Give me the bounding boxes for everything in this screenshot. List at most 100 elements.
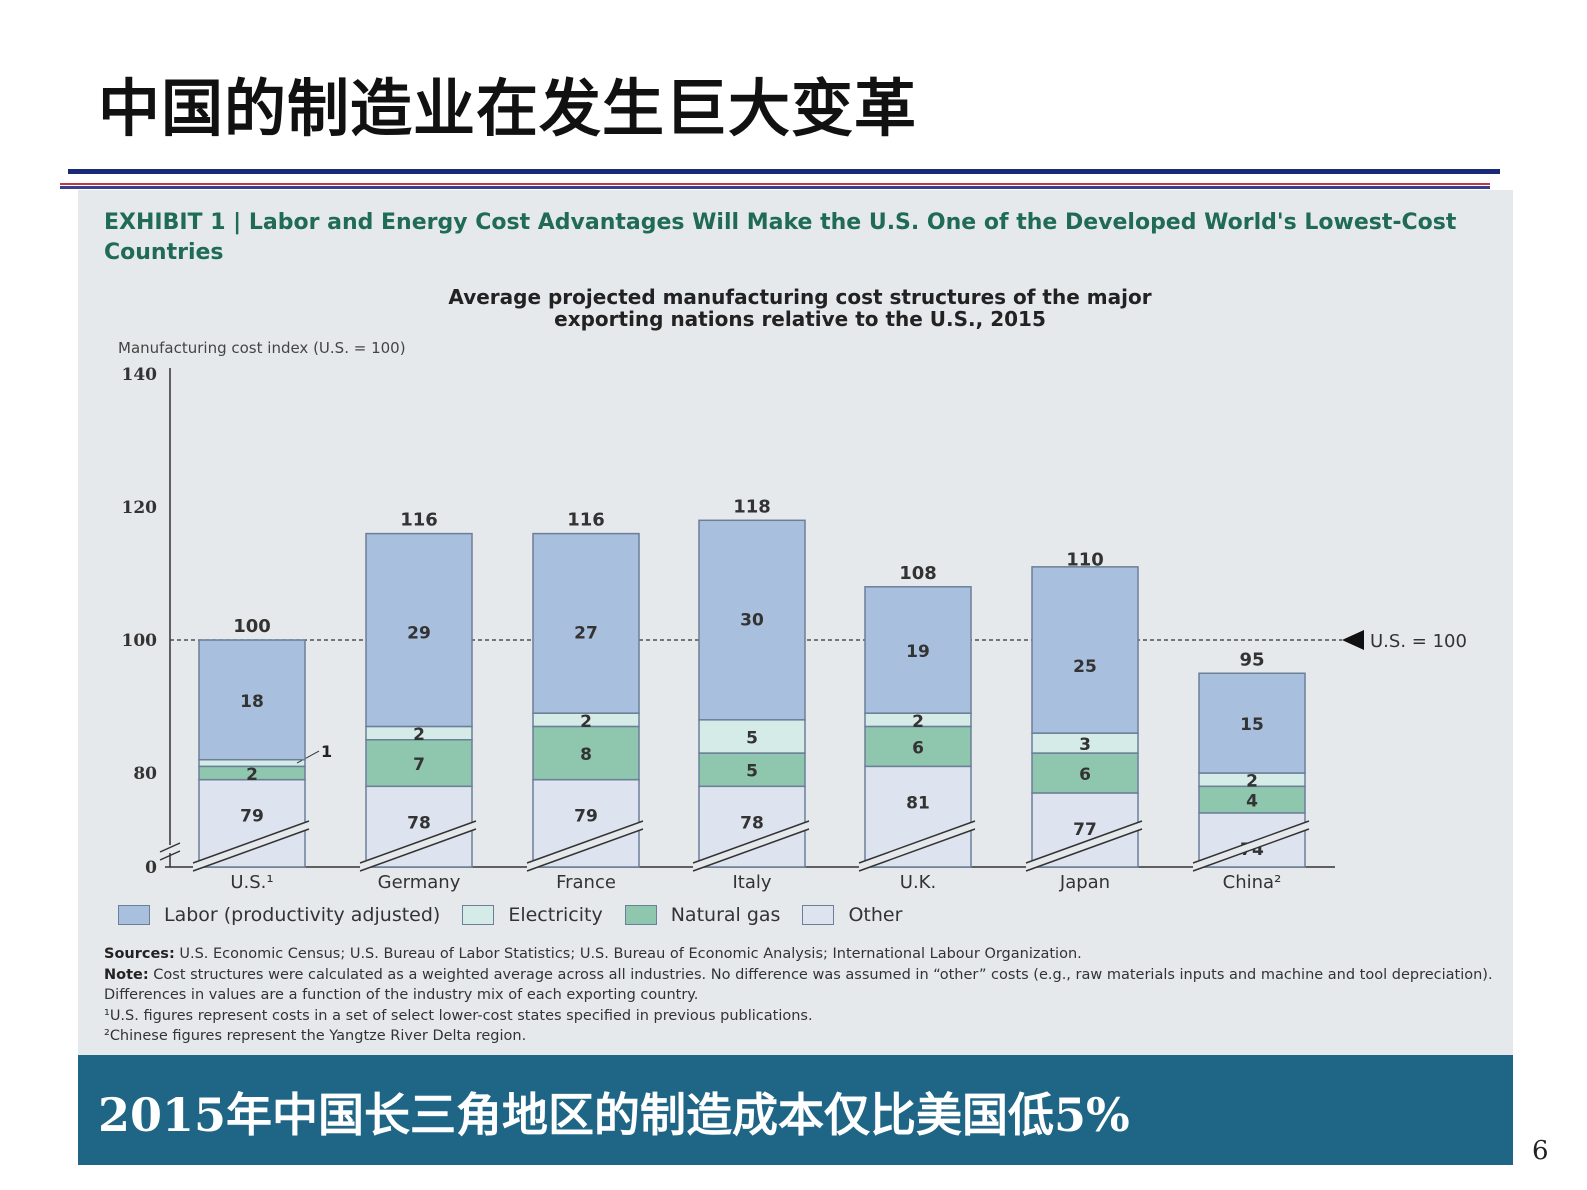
- segment-value-label: 30: [740, 610, 764, 630]
- chart-legend: Labor (productivity adjusted) Electricit…: [118, 904, 902, 926]
- segment-value-label: 6: [912, 738, 924, 758]
- bar-break-gap: [859, 821, 975, 871]
- bar-total-label: 95: [1239, 649, 1264, 670]
- bar-break-gap: [693, 821, 809, 871]
- bar-break-mark: [858, 828, 976, 872]
- bar-segment-other: [532, 778, 640, 868]
- footnote-1: ¹U.S. figures represent costs in a set o…: [104, 1007, 813, 1024]
- bar-segment-labor-productivity-adjusted-: [365, 532, 473, 728]
- bar-break-mark: [359, 828, 477, 872]
- axis-break-mark: [159, 842, 181, 853]
- page-number: 6: [1532, 1136, 1549, 1166]
- legend-label: Electricity: [508, 904, 603, 926]
- bar-break-mark: [526, 828, 644, 872]
- legend-item-natural-gas: Natural gas: [624, 904, 781, 926]
- chart-notes: Sources: U.S. Economic Census; U.S. Bure…: [104, 944, 1494, 1047]
- x-tick-label: France: [556, 872, 616, 893]
- segment-value-label: 2: [912, 712, 924, 732]
- legend-label: Labor (productivity adjusted): [164, 904, 441, 926]
- bar-break-mark: [692, 828, 810, 872]
- bar-break-mark: [692, 820, 810, 864]
- bar-segment-labor-productivity-adjusted-: [532, 532, 640, 714]
- legend-item-other: Other: [802, 904, 902, 926]
- segment-value-label: 27: [574, 624, 598, 644]
- bar-break-gap: [193, 821, 309, 871]
- segment-value-label: 2: [580, 712, 592, 732]
- reference-arrow-icon: [1342, 630, 1364, 650]
- bar-total-label: 110: [1066, 550, 1104, 571]
- bar-segment-natural-gas: [532, 725, 640, 781]
- legend-label: Natural gas: [670, 904, 781, 926]
- legend-swatch-other: [802, 905, 835, 925]
- bar-break-mark: [1025, 828, 1143, 872]
- x-tick-label: U.S.¹: [230, 872, 273, 893]
- x-tick-label: Germany: [378, 872, 461, 893]
- bar-break-mark: [1025, 820, 1143, 864]
- sources-label: Sources:: [104, 946, 175, 962]
- segment-value-label: 15: [1240, 715, 1264, 735]
- bar-break-mark: [1192, 820, 1310, 864]
- sources-text: U.S. Economic Census; U.S. Bureau of Lab…: [179, 946, 1082, 962]
- note-text: Cost structures were calculated as a wei…: [104, 966, 1493, 1004]
- segment-value-label: 81: [906, 793, 930, 813]
- conclusion-banner: 2015年中国长三角地区的制造成本仅比美国低5%: [78, 1055, 1513, 1165]
- bar-segment-natural-gas: [698, 752, 806, 788]
- segment-value-label: 79: [574, 807, 598, 827]
- segment-value-label: 2: [413, 725, 425, 745]
- slide-title: 中国的制造业在发生巨大变革: [98, 72, 918, 145]
- exhibit-title: EXHIBIT 1 | Labor and Energy Cost Advant…: [104, 210, 1457, 265]
- bar-total-label: 118: [733, 496, 771, 517]
- leader-line: [296, 750, 320, 764]
- segment-value-label: 2: [246, 765, 258, 785]
- chart-subtitle: Average projected manufacturing cost str…: [340, 286, 1260, 330]
- bar-break-mark: [858, 820, 976, 864]
- bar-segment-electricity: [198, 758, 306, 768]
- bar-segment-other: [698, 785, 806, 868]
- reference-label: U.S. = 100: [1370, 631, 1467, 652]
- bar-total-label: 116: [567, 510, 605, 531]
- header-divider: [68, 169, 1500, 174]
- legend-label: Other: [848, 904, 903, 926]
- segment-value-label: 6: [1079, 765, 1091, 785]
- x-tick-label: Japan: [1059, 872, 1110, 893]
- bar-segment-labor-productivity-adjusted-: [698, 519, 806, 721]
- bar-segment-labor-productivity-adjusted-: [864, 586, 972, 714]
- bar-segment-electricity: [698, 719, 806, 754]
- chart-subtitle-line1: Average projected manufacturing cost str…: [448, 285, 1152, 309]
- segment-value-label: 77: [1073, 820, 1097, 840]
- footnote-2: ²Chinese figures represent the Yangtze R…: [104, 1028, 527, 1044]
- banner-text: 2015年中国长三角地区的制造成本仅比美国低5%: [98, 1088, 1130, 1142]
- bar-total-label: 108: [899, 563, 937, 584]
- bar-break-mark: [526, 820, 644, 864]
- segment-value-label: 78: [740, 813, 764, 833]
- bar-segment-labor-productivity-adjusted-: [198, 639, 306, 761]
- bar-break-gap: [1026, 821, 1142, 871]
- segment-value-label: 78: [407, 813, 431, 833]
- bar-break-mark: [192, 820, 310, 864]
- y-tick-label: 140: [122, 365, 158, 385]
- segment-value-label: 2: [1246, 772, 1258, 792]
- bar-break-mark: [1192, 828, 1310, 872]
- header-divider-accent: [60, 183, 1490, 185]
- legend-item-labor: Labor (productivity adjusted): [118, 904, 440, 926]
- bar-break-mark: [192, 828, 310, 872]
- bar-total-label: 100: [233, 616, 271, 637]
- segment-value-label: 7: [413, 755, 425, 775]
- note-label: Note:: [104, 966, 149, 983]
- y-tick-label: 120: [122, 498, 158, 518]
- legend-swatch-labor: [118, 905, 150, 925]
- segment-value-label: 79: [240, 807, 264, 827]
- segment-value-label: 8: [580, 745, 592, 765]
- legend-swatch-natural-gas: [624, 905, 657, 925]
- segment-value-label: 3: [1079, 735, 1091, 755]
- bar-break-gap: [527, 821, 643, 871]
- header-divider-lower: [60, 186, 1490, 189]
- bar-segment-natural-gas: [1198, 785, 1306, 814]
- bar-segment-other: [365, 785, 473, 868]
- x-tick-label: U.K.: [900, 872, 936, 893]
- bar-break-mark: [359, 820, 477, 864]
- x-tick-label: China²: [1223, 872, 1282, 893]
- bar-total-label: 116: [400, 510, 438, 531]
- bar-break-gap: [360, 821, 476, 871]
